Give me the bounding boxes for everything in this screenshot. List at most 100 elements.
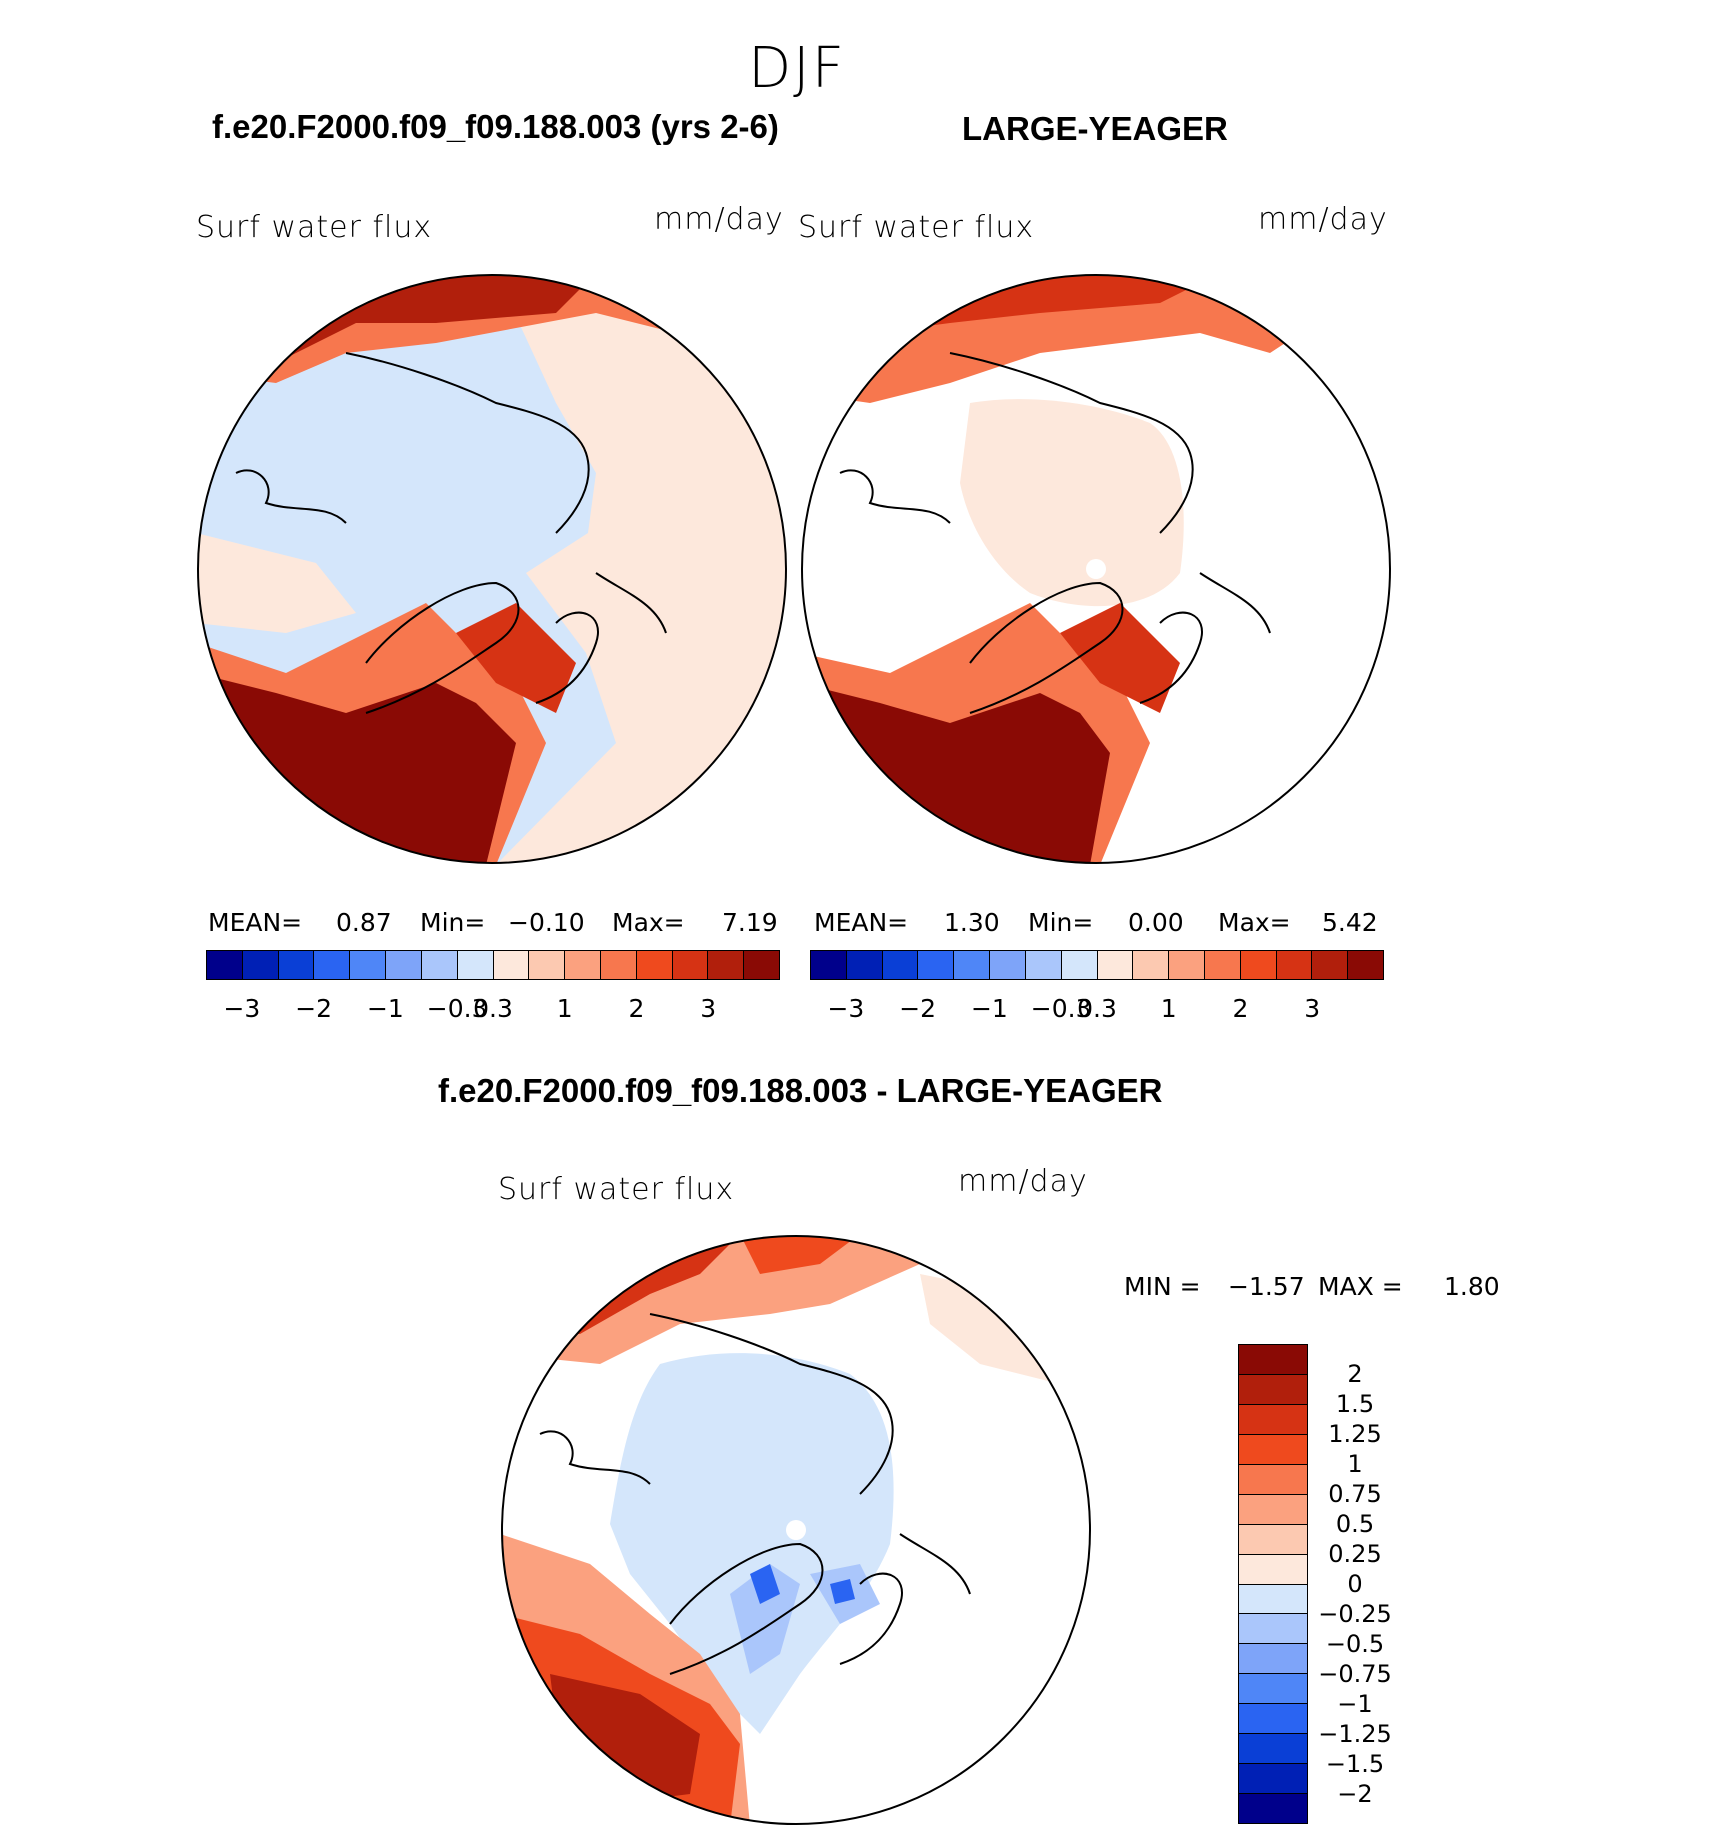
- obs-colorbar-label: −0.3: [1030, 994, 1092, 1023]
- diff-min-value: −1.57: [1228, 1272, 1305, 1301]
- diff-colorbar-swatch-9: [1239, 1614, 1307, 1645]
- obs-colorbar-label: −1: [970, 994, 1008, 1023]
- case-colorbar-swatch-4: [350, 951, 387, 979]
- case-colorbar-swatch-10: [565, 951, 601, 979]
- diff-colorbar: [1238, 1344, 1308, 1824]
- diff-colorbar-label: 1.25: [1328, 1420, 1382, 1448]
- case-colorbar-label: 1: [556, 994, 573, 1023]
- case-max-label: Max=: [612, 908, 685, 937]
- diff-colorbar-swatch-12: [1239, 1704, 1307, 1735]
- case-colorbar-label: 2: [628, 994, 645, 1023]
- case-colorbar-swatch-9: [529, 951, 566, 979]
- obs-colorbar-swatch-13: [1276, 951, 1313, 979]
- obs-min-value: 0.00: [1128, 908, 1184, 937]
- diff-colorbar-swatch-11: [1239, 1674, 1307, 1705]
- case-var-name: Surf water flux: [196, 210, 433, 245]
- diff-max-label: MAX =: [1318, 1272, 1403, 1301]
- diff-colorbar-label: 0: [1347, 1570, 1363, 1598]
- diff-title: f.e20.F2000.f09_f09.188.003 - LARGE-YEAG…: [438, 1072, 1163, 1109]
- diff-colorbar-label: 2: [1347, 1360, 1363, 1388]
- obs-max-value: 5.42: [1322, 908, 1378, 937]
- diff-colorbar-swatch-4: [1239, 1464, 1307, 1495]
- diff-colorbar-swatch-2: [1239, 1404, 1307, 1435]
- diff-colorbar-swatch-10: [1239, 1644, 1307, 1675]
- case-colorbar-swatch-11: [600, 951, 637, 979]
- diff-colorbar-label: 1.5: [1335, 1390, 1375, 1418]
- obs-colorbar-swatch-10: [1169, 951, 1205, 979]
- obs-colorbar: [810, 950, 1384, 980]
- obs-max-label: Max=: [1218, 908, 1291, 937]
- obs-colorbar-swatch-6: [1025, 951, 1062, 979]
- case-colorbar-swatch-0: [207, 951, 243, 979]
- obs-colorbar-swatch-3: [918, 951, 955, 979]
- case-colorbar-swatch-14: [708, 951, 745, 979]
- case-colorbar-label: −2: [295, 994, 333, 1023]
- case-title: f.e20.F2000.f09_f09.188.003 (yrs 2-6): [212, 108, 779, 145]
- obs-colorbar-label: 0.3: [1077, 994, 1117, 1023]
- obs-colorbar-label: −3: [827, 994, 865, 1023]
- diff-colorbar-label: 0.5: [1335, 1510, 1375, 1538]
- case-colorbar-label: 3: [700, 994, 717, 1023]
- obs-colorbar-swatch-2: [882, 951, 919, 979]
- diff-colorbar-swatch-15: [1239, 1794, 1307, 1823]
- obs-mean-label: MEAN=: [814, 908, 909, 937]
- case-units: mm/day: [654, 202, 784, 237]
- diff-colorbar-label: 0.25: [1328, 1540, 1382, 1568]
- diff-colorbar-label: 0.75: [1328, 1480, 1382, 1508]
- diff-colorbar-label: −1.25: [1318, 1720, 1392, 1748]
- case-min-label: Min=: [420, 908, 486, 937]
- diff-colorbar-label: −1.5: [1325, 1750, 1385, 1778]
- diff-var-name: Surf water flux: [498, 1172, 735, 1207]
- obs-colorbar-swatch-5: [990, 951, 1026, 979]
- case-colorbar-swatch-5: [386, 951, 422, 979]
- obs-colorbar-swatch-14: [1312, 951, 1349, 979]
- obs-mean-value: 1.30: [944, 908, 1000, 937]
- obs-colorbar-swatch-9: [1133, 951, 1170, 979]
- diff-colorbar-swatch-8: [1239, 1584, 1307, 1615]
- obs-colorbar-swatch-7: [1061, 951, 1098, 979]
- case-min-value: −0.10: [508, 908, 585, 937]
- case-mean-label: MEAN=: [208, 908, 303, 937]
- diff-colorbar-label: −2: [1337, 1780, 1373, 1808]
- case-polar-map: [197, 274, 787, 864]
- obs-colorbar-swatch-15: [1348, 951, 1383, 979]
- diff-colorbar-label: −0.75: [1318, 1660, 1392, 1688]
- obs-polar-map: [801, 274, 1391, 864]
- diff-colorbar-swatch-7: [1239, 1554, 1307, 1585]
- obs-colorbar-swatch-4: [954, 951, 991, 979]
- obs-colorbar-swatch-11: [1204, 951, 1241, 979]
- obs-var-name: Surf water flux: [798, 210, 1035, 245]
- diff-colorbar-swatch-3: [1239, 1434, 1307, 1465]
- diff-colorbar-swatch-14: [1239, 1764, 1307, 1795]
- case-colorbar-label: −0.3: [426, 994, 488, 1023]
- obs-colorbar-swatch-12: [1240, 951, 1277, 979]
- obs-colorbar-label: −2: [899, 994, 937, 1023]
- case-colorbar-swatch-7: [457, 951, 494, 979]
- case-colorbar-swatch-8: [493, 951, 530, 979]
- obs-colorbar-label: 2: [1232, 994, 1249, 1023]
- case-colorbar-label: 0.3: [473, 994, 513, 1023]
- obs-colorbar-label: 3: [1304, 994, 1321, 1023]
- diff-colorbar-swatch-0: [1239, 1345, 1307, 1375]
- diff-units: mm/day: [958, 1164, 1088, 1199]
- case-colorbar-swatch-13: [672, 951, 709, 979]
- diff-colorbar-swatch-1: [1239, 1374, 1307, 1405]
- diff-min-label: MIN =: [1124, 1272, 1201, 1301]
- obs-title: LARGE-YEAGER: [962, 110, 1228, 147]
- case-mean-value: 0.87: [336, 908, 392, 937]
- season-title: DJF: [748, 36, 846, 101]
- diff-colorbar-swatch-13: [1239, 1734, 1307, 1765]
- diff-polar-map: [501, 1235, 1091, 1825]
- diff-colorbar-label: −0.5: [1325, 1630, 1385, 1658]
- obs-min-label: Min=: [1028, 908, 1094, 937]
- diff-colorbar-swatch-6: [1239, 1524, 1307, 1555]
- case-colorbar-label: −3: [223, 994, 261, 1023]
- diff-colorbar-label: 1: [1347, 1450, 1363, 1478]
- obs-units: mm/day: [1258, 202, 1388, 237]
- case-colorbar-swatch-12: [636, 951, 673, 979]
- case-colorbar-swatch-15: [744, 951, 779, 979]
- obs-colorbar-swatch-0: [811, 951, 847, 979]
- diff-max-value: 1.80: [1444, 1272, 1500, 1301]
- case-colorbar-swatch-6: [421, 951, 458, 979]
- case-max-value: 7.19: [722, 908, 778, 937]
